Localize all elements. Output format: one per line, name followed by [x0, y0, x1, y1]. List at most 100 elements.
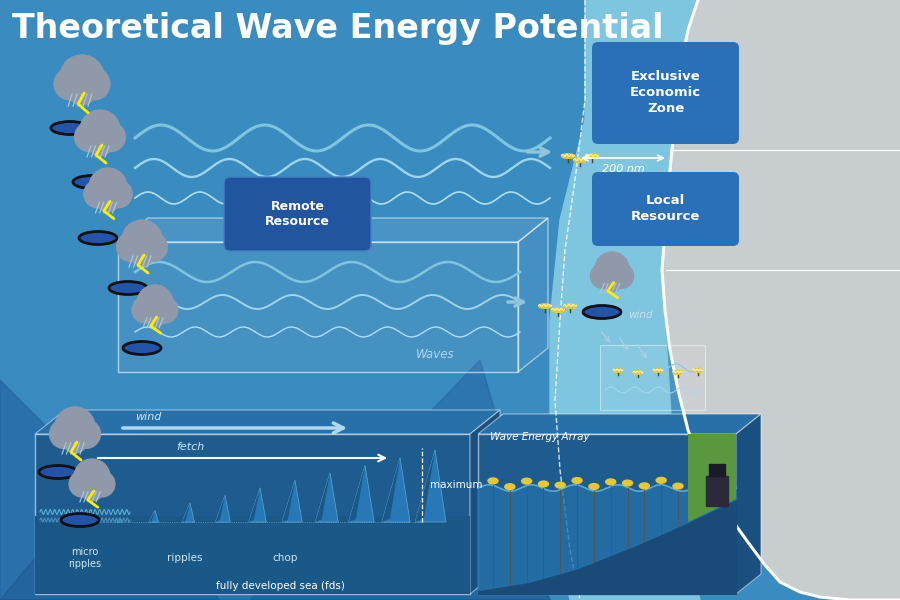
- Polygon shape: [736, 414, 761, 594]
- Ellipse shape: [653, 369, 663, 372]
- Polygon shape: [478, 434, 736, 594]
- Polygon shape: [348, 465, 374, 522]
- Circle shape: [132, 297, 158, 323]
- Circle shape: [104, 181, 132, 208]
- Circle shape: [88, 132, 112, 156]
- Ellipse shape: [573, 158, 587, 163]
- Circle shape: [94, 121, 118, 145]
- Ellipse shape: [555, 482, 565, 488]
- Circle shape: [122, 220, 162, 260]
- Text: wind: wind: [628, 310, 652, 320]
- Circle shape: [69, 418, 93, 442]
- Circle shape: [78, 68, 110, 100]
- FancyBboxPatch shape: [224, 177, 371, 251]
- Polygon shape: [0, 380, 220, 600]
- Polygon shape: [118, 218, 548, 242]
- Ellipse shape: [109, 281, 147, 295]
- Circle shape: [137, 285, 173, 321]
- Polygon shape: [248, 488, 266, 522]
- Circle shape: [50, 419, 78, 448]
- Ellipse shape: [656, 478, 666, 483]
- Circle shape: [82, 121, 106, 145]
- Polygon shape: [250, 360, 550, 600]
- Circle shape: [57, 418, 81, 442]
- Text: Exclusive
Economic
Zone: Exclusive Economic Zone: [630, 70, 701, 115]
- Polygon shape: [382, 458, 400, 522]
- Text: Remote
Resource: Remote Resource: [266, 200, 330, 228]
- Text: chop: chop: [273, 553, 298, 563]
- Ellipse shape: [673, 483, 683, 489]
- Ellipse shape: [563, 304, 577, 308]
- Circle shape: [81, 479, 103, 501]
- Polygon shape: [478, 414, 761, 434]
- Circle shape: [80, 110, 120, 150]
- Bar: [706, 476, 728, 506]
- Circle shape: [590, 264, 615, 288]
- Circle shape: [149, 295, 171, 317]
- Circle shape: [62, 66, 88, 92]
- Polygon shape: [415, 450, 446, 522]
- Circle shape: [103, 178, 125, 201]
- Text: 200 nm: 200 nm: [601, 164, 644, 174]
- Text: ripples: ripples: [167, 553, 202, 563]
- Ellipse shape: [562, 154, 574, 158]
- Circle shape: [130, 242, 154, 266]
- Circle shape: [139, 233, 167, 262]
- Polygon shape: [35, 516, 470, 594]
- Circle shape: [68, 79, 95, 105]
- Circle shape: [91, 178, 113, 201]
- Circle shape: [76, 66, 102, 92]
- Circle shape: [139, 295, 160, 317]
- Circle shape: [54, 68, 86, 100]
- Circle shape: [84, 181, 112, 208]
- Polygon shape: [282, 480, 295, 522]
- Polygon shape: [688, 434, 736, 522]
- Bar: [709, 464, 725, 476]
- Ellipse shape: [693, 369, 703, 372]
- Circle shape: [96, 122, 125, 151]
- Text: wind: wind: [135, 412, 161, 422]
- Polygon shape: [118, 242, 518, 372]
- Circle shape: [144, 305, 166, 327]
- Circle shape: [96, 189, 120, 212]
- Ellipse shape: [583, 305, 621, 319]
- Circle shape: [607, 262, 627, 282]
- Circle shape: [595, 252, 629, 286]
- Circle shape: [63, 429, 87, 453]
- Circle shape: [609, 264, 634, 288]
- Circle shape: [76, 469, 97, 491]
- Polygon shape: [215, 496, 225, 522]
- Polygon shape: [148, 511, 158, 522]
- Circle shape: [602, 271, 622, 292]
- FancyBboxPatch shape: [600, 345, 705, 410]
- Polygon shape: [348, 465, 365, 522]
- Polygon shape: [550, 0, 700, 600]
- Circle shape: [86, 469, 108, 491]
- Ellipse shape: [488, 478, 498, 484]
- Circle shape: [69, 471, 95, 497]
- Ellipse shape: [538, 304, 552, 308]
- Circle shape: [89, 168, 127, 206]
- Polygon shape: [115, 518, 120, 522]
- Circle shape: [117, 233, 146, 262]
- Ellipse shape: [61, 514, 99, 527]
- Circle shape: [72, 419, 101, 448]
- Circle shape: [124, 230, 148, 254]
- Ellipse shape: [73, 175, 111, 188]
- Ellipse shape: [606, 479, 616, 485]
- Polygon shape: [415, 450, 435, 522]
- Polygon shape: [518, 218, 548, 372]
- Ellipse shape: [572, 478, 582, 484]
- Text: micro
ripples: micro ripples: [68, 547, 102, 569]
- Polygon shape: [248, 488, 260, 522]
- Circle shape: [74, 459, 110, 495]
- Polygon shape: [382, 458, 410, 522]
- Ellipse shape: [613, 369, 623, 372]
- Circle shape: [152, 297, 178, 323]
- Circle shape: [60, 55, 104, 99]
- Ellipse shape: [522, 478, 532, 484]
- Ellipse shape: [505, 484, 515, 490]
- Polygon shape: [470, 410, 500, 594]
- Polygon shape: [182, 503, 190, 522]
- Ellipse shape: [623, 480, 633, 486]
